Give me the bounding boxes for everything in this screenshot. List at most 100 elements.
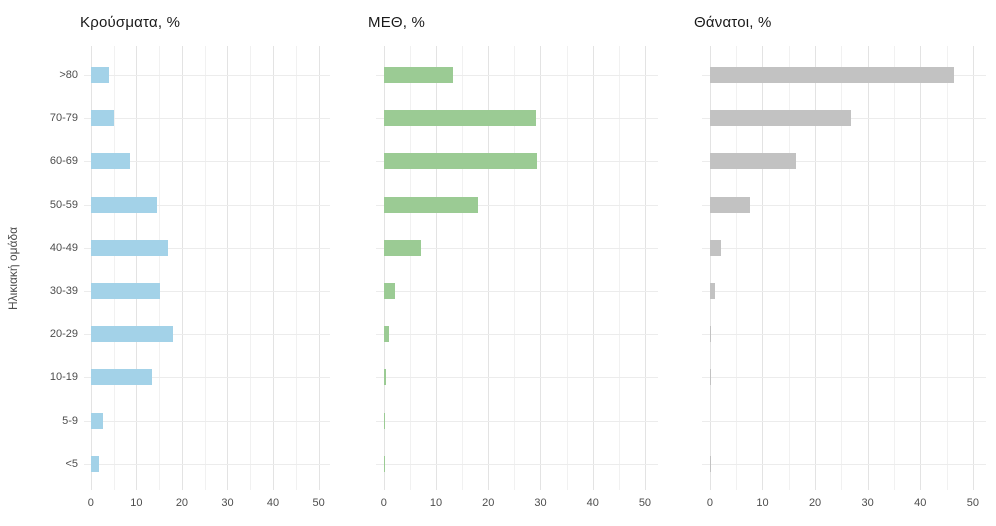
x-gridline-major [488,46,490,490]
x-gridline-major [920,46,922,490]
row-gridline [376,334,658,336]
age-group-label: 5-9 [62,414,78,427]
bar-5-9 [90,412,104,429]
x-tick-label: 10 [429,497,443,509]
x-tick-label: 10 [756,497,769,509]
bar-<5 [90,455,99,472]
bar-70-79 [383,110,537,127]
x-gridline-minor [736,46,738,490]
x-gridline-minor [295,46,297,490]
row-gridline [84,334,330,336]
x-gridline-minor [250,46,252,490]
panel-deaths-title: Θάνατοι, % [694,14,772,31]
x-gridline-minor [618,46,620,490]
x-tick-label: 0 [706,497,713,509]
x-tick-label: 50 [966,497,979,509]
x-tick-label: 40 [266,497,280,509]
x-gridline-minor [841,46,843,490]
x-gridline-major [709,46,711,490]
x-axis: 0 10 20 30 40 50 [84,490,330,526]
age-group-label: <5 [65,457,78,470]
row-gridline [376,291,658,292]
panel-icu-title-row: ΜΕΘ, % [330,0,660,46]
x-gridline-major [540,46,542,490]
panel-cases-body: Ηλικιακή ομάδα >80 70-79 60-69 50-59 40-49 30… [0,46,330,526]
x-gridline-major [867,46,869,490]
bar-10-19 [709,369,711,386]
bar-40-49 [709,239,721,256]
row-gridline [84,75,330,76]
bar-50-59 [383,196,479,213]
panel-icu-plot-wrap: 0 10 20 30 40 50 [376,46,658,526]
row-gridline [84,204,330,206]
x-gridline-minor [566,46,568,490]
bar-40-49 [90,239,169,256]
bar-20-29 [383,326,390,343]
plot-panel [376,46,658,490]
x-gridline-major [383,46,385,490]
x-gridline-major [273,46,275,490]
x-gridline-minor [893,46,895,490]
x-gridline-major [815,46,817,490]
row-gridline [702,161,986,163]
x-gridline-minor [159,46,161,490]
panel-deaths: Θάνατοι, % 0 10 20 30 40 50 [660,0,996,526]
row-gridline [702,334,986,336]
x-tick-label: 30 [861,497,874,509]
x-gridline-major [181,46,183,490]
panel-cases: Κρούσματα, % Ηλικιακή ομάδα >80 70-79 60-6… [0,0,330,526]
age-group-label: 50-59 [49,198,78,211]
age-group-label: 60-69 [49,155,78,168]
x-gridline-minor [946,46,948,490]
row-gridline [376,377,658,379]
x-gridline-minor [409,46,411,490]
plot-panel [84,46,330,490]
bar-40-49 [383,239,421,256]
bar-60-69 [383,153,538,170]
row-gridline [84,118,330,120]
bar-30-39 [709,283,715,299]
x-gridline-major [592,46,594,490]
age-group-label: >80 [59,69,78,81]
panel-deaths-body: 0 10 20 30 40 50 [660,46,996,526]
x-tick-label: 30 [534,497,547,509]
x-tick-label: 30 [221,497,234,509]
row-gridline [702,247,986,249]
bar->80 [90,67,109,83]
bar-60-69 [90,153,130,170]
row-gridline [702,291,986,292]
x-tick-label: 20 [808,497,822,509]
x-gridline-minor [113,46,115,490]
x-tick-label: 20 [175,497,189,509]
bar-70-79 [709,110,852,127]
bar->80 [709,67,954,83]
row-gridline [376,420,658,422]
x-tick-label: 50 [638,497,652,509]
age-group-label: 20-29 [49,328,78,341]
x-gridline-minor [204,46,206,490]
x-gridline-major [972,46,974,490]
row-gridline [84,420,330,422]
row-gridline [376,204,658,206]
age-group-label: 30-39 [49,285,78,297]
row-gridline [84,161,330,163]
x-gridline-minor [462,46,464,490]
row-gridline [376,75,658,76]
plot-panel [702,46,986,490]
x-gridline-minor [788,46,790,490]
row-gridline [702,463,986,465]
age-group-labels: >80 70-79 60-69 50-59 40-49 30-39 20-29 10-19 5-… [26,46,84,526]
bar->80 [383,67,454,83]
bar-60-69 [709,153,796,170]
x-axis: 0 10 20 30 40 50 [702,490,986,526]
x-gridline-major [136,46,138,490]
row-gridline [84,463,330,465]
age-group-label: 40-49 [49,241,78,254]
bar-5-9 [383,412,385,429]
row-gridline [84,247,330,249]
bar-<5 [709,455,711,472]
panel-cases-title: Κρούσματα, % [80,14,181,31]
x-tick-label: 0 [87,497,94,509]
bar-30-39 [383,283,396,299]
